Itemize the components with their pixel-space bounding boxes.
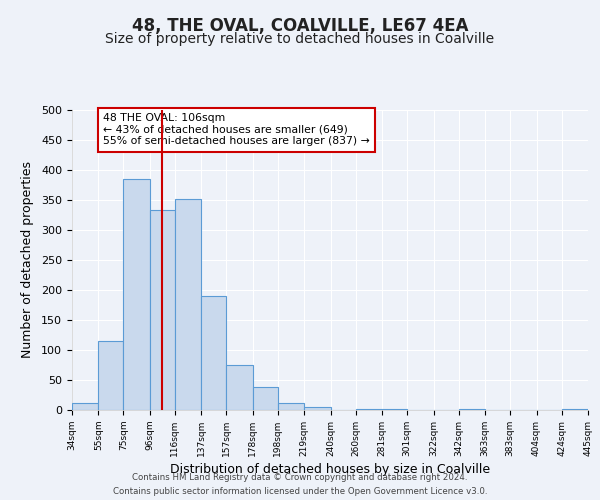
Y-axis label: Number of detached properties: Number of detached properties <box>21 162 34 358</box>
Bar <box>278 403 304 410</box>
Bar <box>150 210 175 410</box>
Bar <box>562 409 588 410</box>
Bar <box>253 387 278 410</box>
Bar <box>356 409 382 410</box>
Bar <box>98 341 124 410</box>
Bar <box>175 199 202 410</box>
Text: Contains HM Land Registry data © Crown copyright and database right 2024.: Contains HM Land Registry data © Crown c… <box>132 473 468 482</box>
Bar <box>304 407 331 410</box>
Text: 48 THE OVAL: 106sqm
← 43% of detached houses are smaller (649)
55% of semi-detac: 48 THE OVAL: 106sqm ← 43% of detached ho… <box>103 113 370 146</box>
Bar <box>202 296 226 410</box>
Text: Size of property relative to detached houses in Coalville: Size of property relative to detached ho… <box>106 32 494 46</box>
Text: 48, THE OVAL, COALVILLE, LE67 4EA: 48, THE OVAL, COALVILLE, LE67 4EA <box>132 18 468 36</box>
X-axis label: Distribution of detached houses by size in Coalville: Distribution of detached houses by size … <box>170 463 490 476</box>
Bar <box>72 403 98 410</box>
Bar <box>124 179 150 410</box>
Bar <box>226 365 253 410</box>
Text: Contains public sector information licensed under the Open Government Licence v3: Contains public sector information licen… <box>113 486 487 496</box>
